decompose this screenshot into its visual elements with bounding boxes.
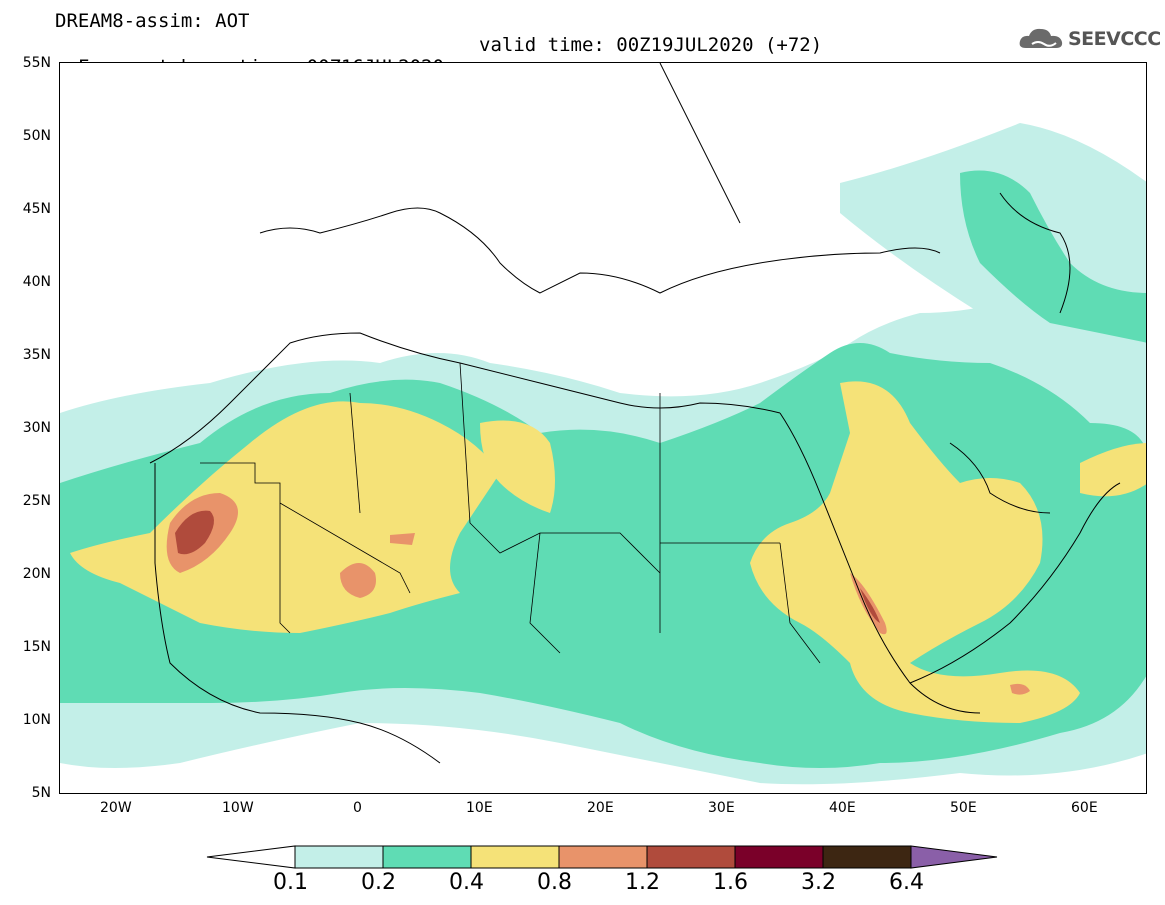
aot-colorbar — [206, 845, 998, 869]
lat-label-35n: 35N — [22, 347, 51, 363]
colorbar-bin-1.6 — [734, 845, 824, 869]
lat-label-50n: 50N — [22, 128, 51, 144]
seevccc-logo: SEEVCCC — [1018, 24, 1161, 54]
coastlines — [149, 63, 1121, 764]
colorbar-bin-3.2 — [822, 845, 912, 869]
lon-label-20w: 20W — [100, 800, 132, 816]
colorbar-label-3.2: 3.2 — [801, 870, 836, 895]
colorbar-label-0.2: 0.2 — [361, 870, 396, 895]
lon-label-20e: 20E — [587, 800, 614, 816]
lat-label-25n: 25N — [22, 493, 51, 509]
colorbar-label-1.6: 1.6 — [713, 870, 748, 895]
valid-time: valid time: 00Z19JUL2020 (+72) — [479, 34, 823, 56]
lon-label-40e: 40E — [829, 800, 856, 816]
lon-label-10e: 10E — [466, 800, 493, 816]
lon-label-0: 0 — [353, 800, 362, 816]
lat-label-55n: 55N — [22, 55, 51, 71]
lon-label-10w: 10W — [222, 800, 254, 816]
map-title: DREAM8-assim: AOT — [55, 10, 250, 32]
colorbar-label-0.4: 0.4 — [449, 870, 484, 895]
lat-label-20n: 20N — [22, 566, 51, 582]
aot-map — [59, 62, 1147, 794]
lat-label-45n: 45N — [22, 201, 51, 217]
lon-label-60e: 60E — [1071, 800, 1098, 816]
colorbar-label-0.8: 0.8 — [537, 870, 572, 895]
colorbar-high-arrow — [910, 845, 998, 869]
colorbar-label-6.4: 6.4 — [889, 870, 924, 895]
cloud-logo-icon — [1019, 28, 1063, 48]
lat-label-10n: 10N — [22, 712, 51, 728]
colorbar-label-1.2: 1.2 — [625, 870, 660, 895]
lat-label-5n: 5N — [31, 785, 51, 801]
colorbar-bin-0.8 — [558, 845, 648, 869]
aot-field-0.4 — [70, 381, 1146, 723]
country-borders — [200, 362, 821, 664]
colorbar-low-arrow — [206, 845, 296, 869]
lon-label-50e: 50E — [950, 800, 977, 816]
logo-text: SEEVCCC — [1068, 28, 1161, 50]
colorbar-bin-0.4 — [470, 845, 560, 869]
colorbar-bin-0.1 — [294, 845, 384, 869]
lat-label-40n: 40N — [22, 274, 51, 290]
colorbar-label-0.1: 0.1 — [273, 870, 308, 895]
lat-label-15n: 15N — [22, 639, 51, 655]
lon-label-30e: 30E — [708, 800, 735, 816]
lat-label-30n: 30N — [22, 420, 51, 436]
aot-field-1.2 — [175, 510, 880, 623]
colorbar-bin-0.2 — [382, 845, 472, 869]
colorbar-bin-1.2 — [646, 845, 736, 869]
